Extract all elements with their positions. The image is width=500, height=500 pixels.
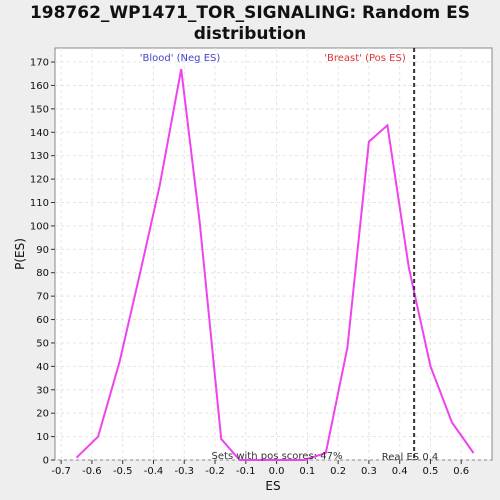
y-tick-label: 110 [30,198,49,209]
x-tick-label: 0.6 [453,466,469,477]
plot-area [54,47,493,461]
y-axis-ticks: 0 10 20 30 40 50 60 70 80 90 100 110 120 130 140 150 160… [30,58,55,467]
x-tick-label: 0.4 [392,466,408,477]
y-tick-label: 60 [36,315,49,326]
x-tick-label: -0.7 [51,466,71,477]
y-axis-label: P(ES) [13,238,27,270]
real-es-value-label: Real ES 0.4 [382,452,438,463]
y-tick-label: 150 [30,104,49,115]
y-tick-label: 140 [30,128,49,139]
y-tick-label: 120 [30,175,49,186]
y-tick-label: 30 [36,385,49,396]
chart-title-line2: distribution [193,24,307,44]
pos-es-label: 'Breast' (Pos ES) [324,53,406,64]
x-tick-label: -0.4 [144,466,164,477]
x-tick-label: 0.5 [422,466,438,477]
x-tick-label: 0.1 [299,466,315,477]
chart-title-line1: 198762_WP1471_TOR_SIGNALING: Random ES [29,3,471,23]
x-tick-label: -0.6 [82,466,102,477]
x-tick-label: -0.3 [174,466,194,477]
y-tick-label: 0 [43,456,49,467]
pos-scores-label: Sets with pos scores: 47% [212,451,343,462]
grid [55,48,492,461]
y-tick-label: 50 [36,338,49,349]
y-tick-label: 170 [30,58,49,69]
y-tick-label: 70 [36,292,49,303]
y-tick-label: 20 [36,409,49,420]
x-tick-label: -0.2 [205,466,225,477]
y-tick-label: 130 [30,151,49,162]
neg-es-label: 'Blood' (Neg ES) [140,53,221,64]
x-tick-label: -0.1 [236,466,256,477]
x-tick-label: -0.5 [113,466,133,477]
x-tick-label: 0.0 [269,466,285,477]
y-tick-label: 90 [36,245,49,256]
y-tick-label: 160 [30,81,49,92]
y-tick-label: 40 [36,362,49,373]
x-axis-ticks: -0.7 -0.6 -0.5 -0.4 -0.3 -0.2 -0.1 0.0 0.1 0.2 0.3… [51,460,469,477]
x-tick-label: 0.2 [330,466,346,477]
series-line [75,68,475,461]
x-axis-label: ES [265,479,280,493]
y-tick-label: 100 [30,221,49,232]
y-tick-label: 10 [36,432,49,443]
x-tick-label: 0.3 [361,466,377,477]
y-tick-label: 80 [36,268,49,279]
